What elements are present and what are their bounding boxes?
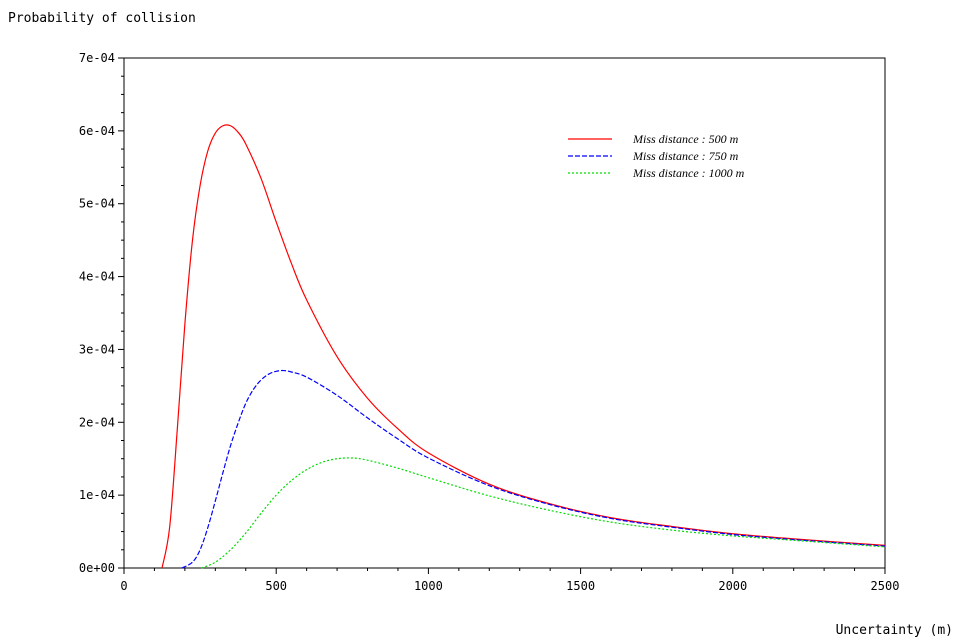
legend-label-1: Miss distance : 500 m <box>632 132 739 146</box>
y-tick-label: 0e+00 <box>79 561 115 575</box>
legend-label-3: Miss distance : 1000 m <box>632 166 745 180</box>
y-tick-label: 3e-04 <box>79 342 115 356</box>
y-tick-label: 6e-04 <box>79 124 115 138</box>
y-tick-label: 2e-04 <box>79 415 115 429</box>
x-tick-label: 500 <box>265 579 287 593</box>
y-tick-label: 5e-04 <box>79 197 115 211</box>
series-line-1 <box>161 124 886 569</box>
y-tick-label: 1e-04 <box>79 488 115 502</box>
x-tick-label: 0 <box>120 579 127 593</box>
x-tick-label: 1000 <box>414 579 443 593</box>
x-tick-label: 1500 <box>566 579 595 593</box>
y-tick-label: 7e-04 <box>79 51 115 65</box>
y-tick-label: 4e-04 <box>79 270 115 284</box>
x-tick-label: 2000 <box>718 579 747 593</box>
y-axis-label: Probability of collision <box>8 11 196 26</box>
x-axis-label: Uncertainty (m) <box>836 623 953 638</box>
legend: Miss distance : 500 m Miss distance : 750… <box>568 132 745 180</box>
x-tick-label: 2500 <box>871 579 900 593</box>
series-line-2 <box>181 369 886 569</box>
series-line-3 <box>201 457 886 569</box>
legend-label-2: Miss distance : 750 m <box>632 149 739 163</box>
